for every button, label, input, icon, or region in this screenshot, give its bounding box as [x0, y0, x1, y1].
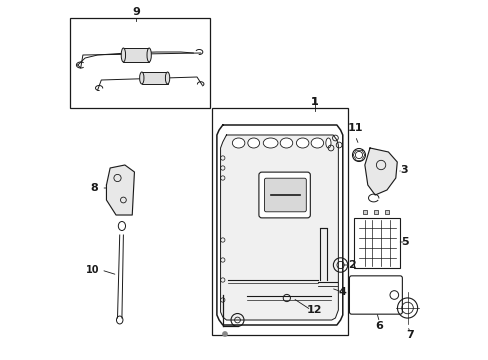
FancyBboxPatch shape [258, 172, 310, 218]
Ellipse shape [263, 138, 278, 148]
Text: 11: 11 [347, 123, 362, 133]
Ellipse shape [280, 138, 292, 148]
Ellipse shape [247, 138, 259, 148]
Bar [70, 18, 210, 108]
Text: 3: 3 [400, 165, 407, 175]
Polygon shape [220, 135, 338, 320]
Bar [362, 210, 366, 214]
Text: 8: 8 [90, 183, 98, 193]
Ellipse shape [147, 48, 151, 62]
Ellipse shape [165, 72, 169, 84]
Text: 10: 10 [85, 265, 99, 275]
Circle shape [223, 332, 227, 336]
FancyBboxPatch shape [349, 276, 402, 314]
Text: 9: 9 [132, 7, 140, 17]
Bar [353, 218, 399, 268]
Text: 5: 5 [400, 237, 407, 247]
FancyBboxPatch shape [264, 178, 305, 212]
Bar [142, 72, 167, 84]
Polygon shape [106, 165, 134, 215]
Polygon shape [364, 148, 396, 195]
Bar [211, 108, 347, 335]
Text: 6: 6 [375, 321, 383, 331]
Bar [384, 210, 388, 214]
Bar [123, 48, 149, 62]
Ellipse shape [140, 72, 143, 84]
Text: 4: 4 [338, 287, 346, 297]
Ellipse shape [325, 138, 330, 148]
Text: 1: 1 [310, 97, 318, 107]
Text: 7: 7 [406, 330, 413, 340]
Bar [373, 210, 377, 214]
Ellipse shape [121, 48, 125, 62]
Text: 1: 1 [310, 97, 318, 107]
Ellipse shape [310, 138, 323, 148]
Ellipse shape [296, 138, 308, 148]
Text: 12: 12 [306, 305, 322, 315]
Ellipse shape [232, 138, 244, 148]
Text: 2: 2 [347, 260, 355, 270]
